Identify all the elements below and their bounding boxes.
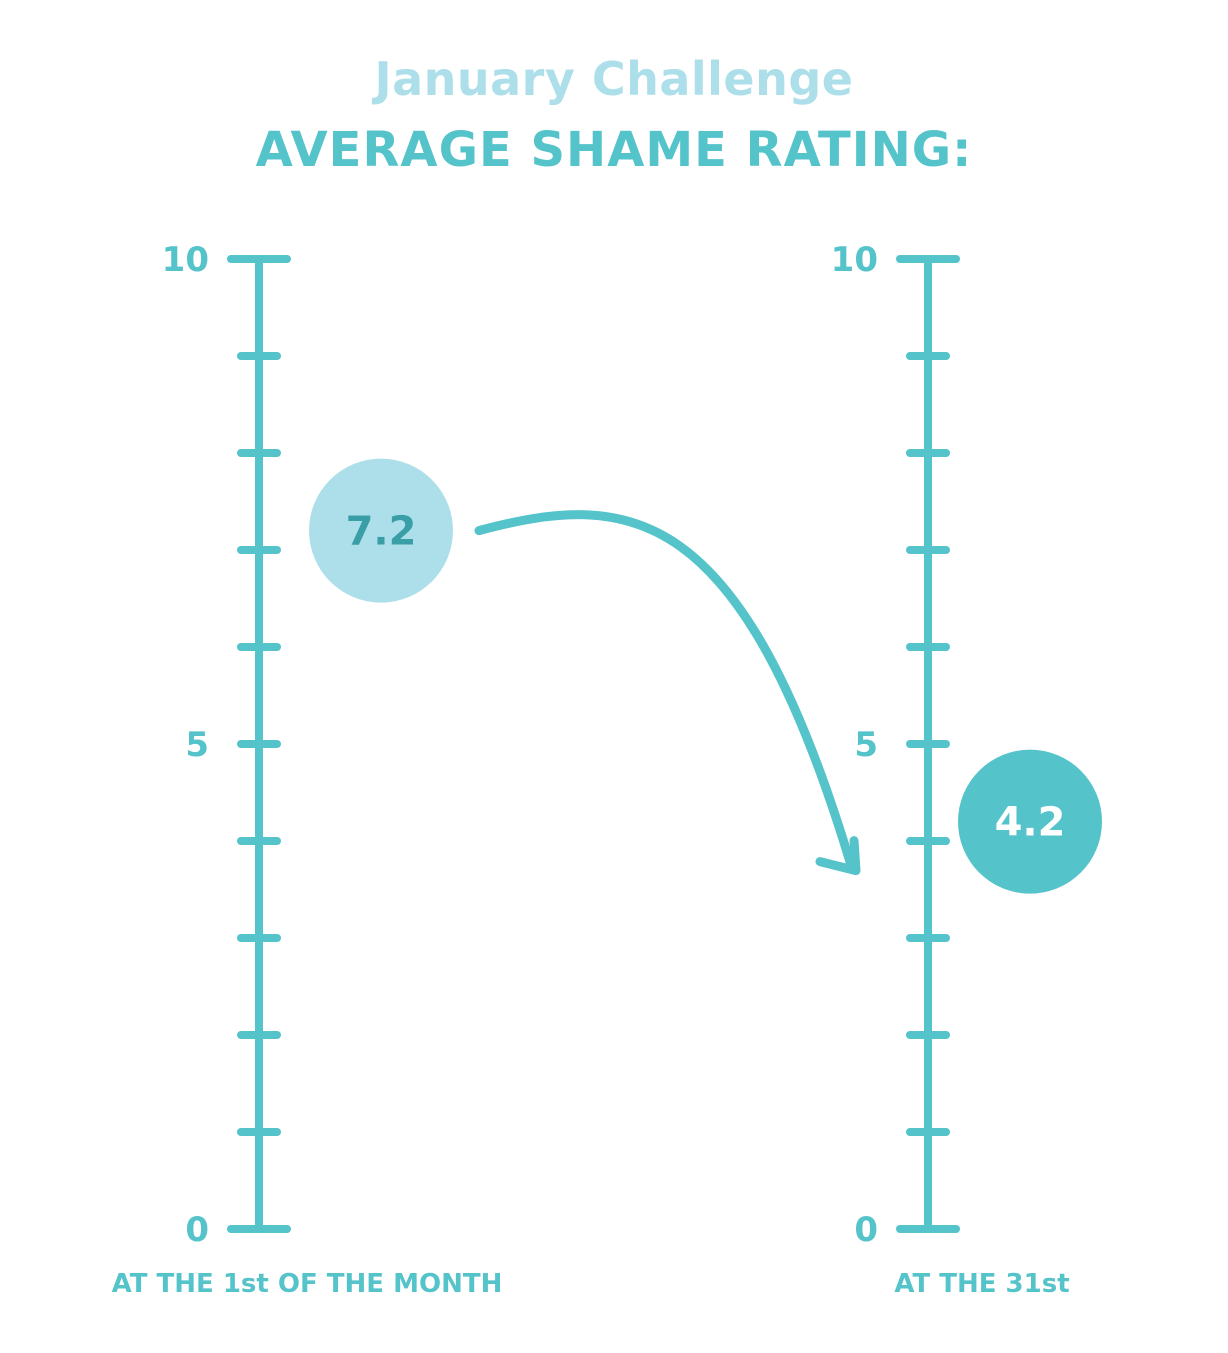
tick-label: 10 xyxy=(831,240,878,280)
tick-label: 5 xyxy=(854,725,878,765)
value-circle xyxy=(958,749,1102,894)
arrow-head-icon xyxy=(815,836,861,876)
tick-label: 10 xyxy=(162,240,209,280)
scale-caption: AT THE 1st OF THE MONTH xyxy=(112,1269,503,1299)
value-marker-1: 7.2 xyxy=(309,458,453,603)
chart-subtitle: January Challenge xyxy=(374,52,854,106)
scale-2: 10 5 0 AT THE 31st xyxy=(831,240,1070,1299)
value-marker-2: 4.2 xyxy=(958,749,1102,894)
value-label: 7.2 xyxy=(346,509,417,555)
tick-label: 5 xyxy=(185,725,209,765)
change-arrow xyxy=(474,510,861,876)
tick-label: 0 xyxy=(185,1210,209,1250)
value-circle xyxy=(309,458,453,603)
tick-label: 0 xyxy=(854,1210,878,1250)
value-label: 4.2 xyxy=(995,800,1066,846)
scale-caption: AT THE 31st xyxy=(894,1269,1069,1299)
scale-1: 10 5 0 AT THE 1st OF THE MONTH xyxy=(112,240,503,1299)
arrow-shaft xyxy=(474,510,857,874)
chart-title: AVERAGE SHAME RATING: xyxy=(255,122,973,178)
